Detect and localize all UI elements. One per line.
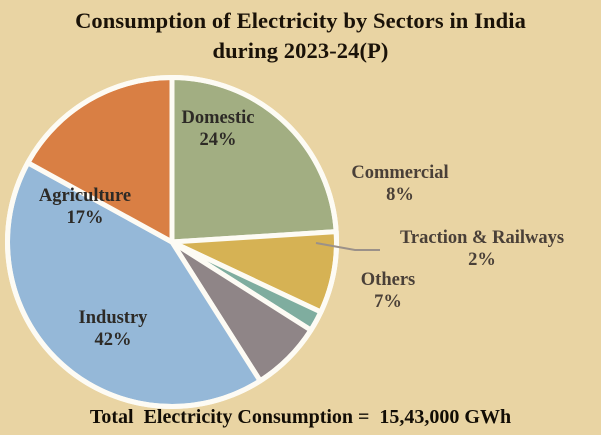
slice-label-commercial: Commercial 8% [320, 163, 480, 207]
slice-label-agriculture: Agriculture 17% [6, 186, 164, 230]
slice-label-agriculture-name: Agriculture [38, 186, 132, 206]
slice-label-domestic-value: 24% [199, 129, 237, 150]
slice-label-traction-name: Traction & Railways [399, 228, 565, 248]
slice-label-domestic: Domestic 24% [128, 108, 308, 152]
pie-outer-ring [5, 75, 339, 409]
chart-title: Consumption of Electricity by Sectors in… [0, 6, 601, 65]
slice-label-industry: Industry 42% [28, 308, 198, 352]
traction-leader-line [315, 242, 380, 251]
slice-label-traction: Traction & Railways 2% [368, 228, 596, 272]
slice-label-traction-value: 2% [468, 249, 496, 270]
slice-label-domestic-name: Domestic [181, 108, 255, 128]
slice-label-others: Others 7% [318, 270, 458, 314]
slice-label-industry-value: 42% [94, 329, 132, 350]
slice-label-others-value: 7% [374, 291, 402, 312]
chart-title-line-1: Consumption of Electricity by Sectors in… [75, 8, 526, 33]
slice-label-others-name: Others [360, 270, 416, 290]
slice-label-agriculture-value: 17% [66, 207, 104, 228]
chart-title-line-2: during 2023-24(P) [212, 37, 389, 63]
slice-label-industry-name: Industry [78, 308, 148, 328]
total-consumption-caption: Total Electricity Consumption = 15,43,00… [89, 406, 512, 428]
slice-label-commercial-value: 8% [386, 184, 414, 205]
slice-label-commercial-name: Commercial [351, 163, 449, 183]
